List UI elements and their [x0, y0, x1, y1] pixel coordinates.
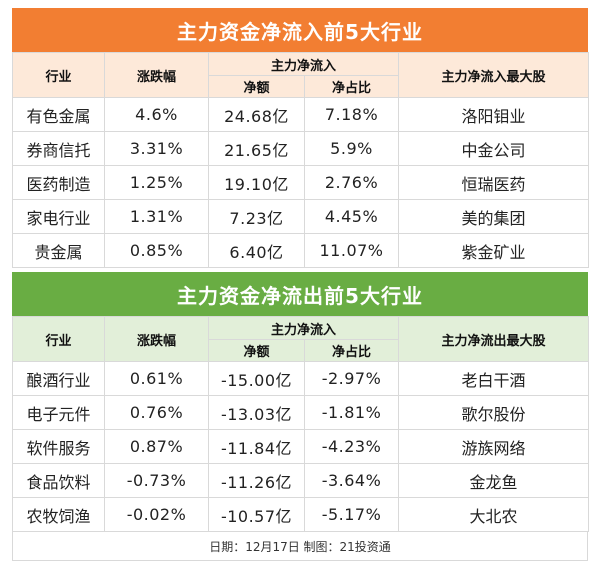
ratio-cell: -4.23%	[303, 429, 400, 464]
inflow-subheader-row: 净额 净占比	[13, 75, 589, 98]
change-cell: 3.31%	[104, 131, 209, 166]
inflow-header-row: 行业 涨跌幅 主力净流入 主力净流入最大股	[12, 52, 590, 98]
inflow-body: 有色金属 4.6% 24.68亿 7.18% 洛阳钼业 券商信托 3.31% 21.65亿 5.…	[12, 97, 590, 268]
table-row: 医药制造 1.25% 19.10亿 2.76% 恒瑞医药	[12, 165, 590, 200]
top-stock-cell: 恒瑞医药	[398, 165, 590, 200]
top-stock-cell: 中金公司	[398, 131, 590, 166]
outflow-header-change: 涨跌幅	[104, 316, 209, 362]
amount-cell: -15.00亿	[208, 361, 305, 396]
change-cell: 0.87%	[104, 429, 209, 464]
change-cell: 0.61%	[104, 361, 209, 396]
industry-cell: 电子元件	[12, 395, 105, 430]
change-cell: 1.25%	[104, 165, 209, 200]
ratio-cell: 4.45%	[303, 199, 400, 234]
table-row: 券商信托 3.31% 21.65亿 5.9% 中金公司	[12, 131, 590, 166]
top-stock-cell: 大北农	[398, 497, 590, 532]
amount-cell: 21.65亿	[208, 131, 305, 166]
ratio-cell: -1.81%	[303, 395, 400, 430]
outflow-header-ratio: 净占比	[303, 339, 400, 362]
amount-cell: 24.68亿	[208, 97, 305, 132]
table-row: 贵金属 0.85% 6.40亿 11.07% 紫金矿业	[12, 233, 590, 268]
inflow-header-ratio: 净占比	[303, 75, 400, 98]
top-stock-cell: 游族网络	[398, 429, 590, 464]
ratio-cell: 11.07%	[303, 233, 400, 268]
amount-cell: 7.23亿	[208, 199, 305, 234]
industry-cell: 有色金属	[12, 97, 105, 132]
change-cell: 1.31%	[104, 199, 209, 234]
table-row: 家电行业 1.31% 7.23亿 4.45% 美的集团	[12, 199, 590, 234]
ratio-cell: 7.18%	[303, 97, 400, 132]
outflow-subheader-row: 净额 净占比	[13, 339, 589, 362]
table-row: 农牧饲渔 -0.02% -10.57亿 -5.17% 大北农	[12, 497, 590, 532]
inflow-title: 主力资金净流入前5大行业	[12, 8, 588, 52]
table-row: 食品饮料 -0.73% -11.26亿 -3.64% 金龙鱼	[12, 463, 590, 498]
top-stock-cell: 洛阳钼业	[398, 97, 590, 132]
inflow-table: 行业 涨跌幅 主力净流入 主力净流入最大股 净额 净占比 有色金属 4.6% 24.…	[12, 52, 590, 268]
inflow-header-group: 主力净流入	[207, 52, 400, 76]
table-row: 酿酒行业 0.61% -15.00亿 -2.97% 老白干酒	[12, 361, 590, 396]
industry-cell: 农牧饲渔	[12, 497, 105, 532]
inflow-header-top-stock: 主力净流入最大股	[398, 52, 590, 98]
ratio-cell: -2.97%	[303, 361, 400, 396]
change-cell: 0.76%	[104, 395, 209, 430]
outflow-body: 酿酒行业 0.61% -15.00亿 -2.97% 老白干酒 电子元件 0.76% -13.0…	[12, 361, 590, 532]
top-stock-cell: 紫金矿业	[398, 233, 590, 268]
table-row: 电子元件 0.76% -13.03亿 -1.81% 歌尔股份	[12, 395, 590, 430]
outflow-table: 行业 涨跌幅 主力净流入 主力净流出最大股 净额 净占比 酿酒行业 0.61% -1…	[12, 316, 590, 532]
change-cell: 4.6%	[104, 97, 209, 132]
ratio-cell: -5.17%	[303, 497, 400, 532]
top-stock-cell: 老白干酒	[398, 361, 590, 396]
ratio-cell: 5.9%	[303, 131, 400, 166]
amount-cell: -11.26亿	[208, 463, 305, 498]
ratio-cell: -3.64%	[303, 463, 400, 498]
amount-cell: 19.10亿	[208, 165, 305, 200]
inflow-header-change: 涨跌幅	[104, 52, 209, 98]
outflow-title: 主力资金净流出前5大行业	[12, 272, 588, 316]
amount-cell: -10.57亿	[208, 497, 305, 532]
inflow-header-amount: 净额	[208, 75, 305, 98]
footer-credit: 日期：12月17日 制图：21投资通	[12, 531, 588, 561]
outflow-header-amount: 净额	[208, 339, 305, 362]
ratio-cell: 2.76%	[303, 165, 400, 200]
top-stock-cell: 金龙鱼	[398, 463, 590, 498]
industry-cell: 软件服务	[12, 429, 105, 464]
outflow-header-top-stock: 主力净流出最大股	[398, 316, 590, 362]
amount-cell: -13.03亿	[208, 395, 305, 430]
table-row: 软件服务 0.87% -11.84亿 -4.23% 游族网络	[12, 429, 590, 464]
inflow-header-industry: 行业	[12, 52, 105, 98]
industry-cell: 医药制造	[12, 165, 105, 200]
amount-cell: 6.40亿	[208, 233, 305, 268]
outflow-header-row: 行业 涨跌幅 主力净流入 主力净流出最大股	[12, 316, 590, 362]
top-stock-cell: 歌尔股份	[398, 395, 590, 430]
change-cell: -0.73%	[104, 463, 209, 498]
outflow-header-group: 主力净流入	[207, 316, 400, 340]
change-cell: 0.85%	[104, 233, 209, 268]
outflow-header-industry: 行业	[12, 316, 105, 362]
industry-cell: 家电行业	[12, 199, 105, 234]
industry-cell: 贵金属	[12, 233, 105, 268]
table-row: 有色金属 4.6% 24.68亿 7.18% 洛阳钼业	[12, 97, 590, 132]
industry-cell: 券商信托	[12, 131, 105, 166]
change-cell: -0.02%	[104, 497, 209, 532]
top-stock-cell: 美的集团	[398, 199, 590, 234]
industry-cell: 酿酒行业	[12, 361, 105, 396]
amount-cell: -11.84亿	[208, 429, 305, 464]
industry-cell: 食品饮料	[12, 463, 105, 498]
